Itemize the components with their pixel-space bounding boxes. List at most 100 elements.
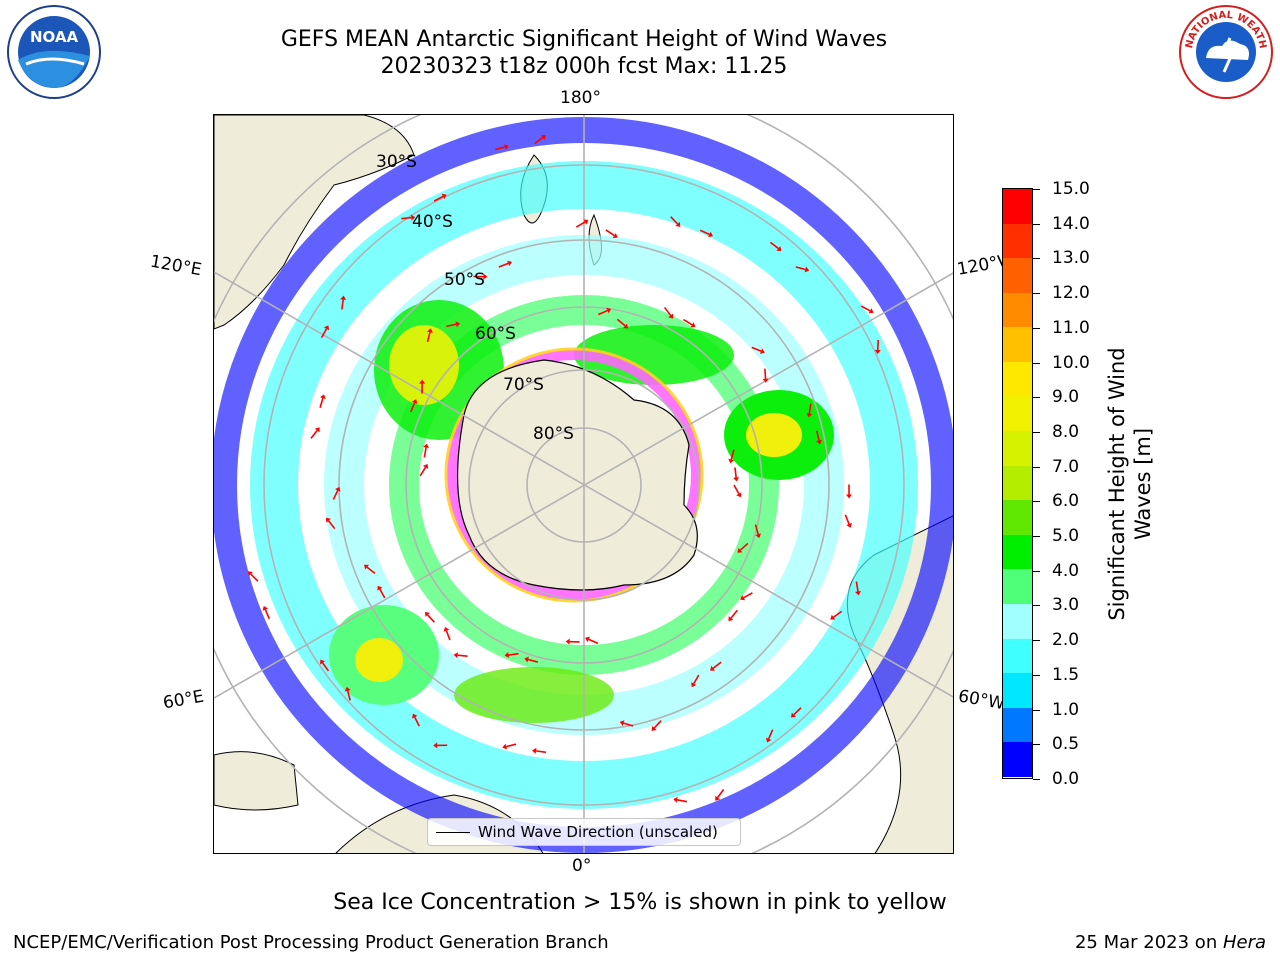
wind-wave-arrow (346, 690, 351, 701)
legend-line-swatch (436, 831, 470, 833)
wind-wave-arrow (751, 346, 762, 352)
wind-wave-arrowhead (623, 323, 629, 329)
credit-text: NCEP/EMC/Verification Post Processing Pr… (13, 932, 609, 953)
wind-wave-arrowhead (710, 665, 716, 671)
wind-wave-arrow (319, 397, 324, 408)
wind-wave-arrow (767, 729, 774, 740)
wind-wave-arrow (808, 403, 812, 414)
wind-wave-arrowhead (410, 214, 416, 221)
wind-wave-arrowhead (377, 585, 383, 591)
wind-wave-arrowhead (868, 308, 874, 314)
wind-wave-arrowhead (504, 144, 509, 150)
wind-wave-arrowhead (323, 325, 330, 331)
polar-map (214, 115, 953, 853)
wind-wave-arrowhead (344, 686, 351, 692)
wind-wave-arrowhead (776, 246, 782, 251)
wind-wave-arrowhead (606, 307, 612, 314)
colorbar-tick (1033, 501, 1040, 503)
wind-wave-arrowhead (755, 533, 762, 539)
colorbar-tick-label: 4.0 (1052, 560, 1080, 581)
wind-wave-arrow (663, 306, 672, 316)
colorbar-tick-label: 0.5 (1052, 734, 1080, 755)
colorbar-segment (1003, 638, 1032, 674)
colorbar-segment (1003, 431, 1032, 466)
wind-wave-arrowhead (806, 413, 813, 418)
wind-wave-arrow (730, 609, 738, 619)
lat-label-60s: 60°S (475, 324, 516, 344)
wind-wave-arrow (793, 707, 802, 716)
run-date-host: Hera (1222, 932, 1266, 953)
colorbar-tick (1033, 223, 1040, 225)
wind-wave-arrow (855, 581, 859, 592)
nws-logo: NATIONAL WEATHER SERVICE (1176, 4, 1273, 99)
lon-label-120e: 120°E (148, 251, 204, 281)
lat-label-80s: 80°S (533, 424, 574, 444)
lat-label-50s: 50°S (444, 270, 485, 290)
colorbar-tick-label: 5.0 (1052, 526, 1080, 547)
chart-title: GEFS MEAN Antarctic Significant Height o… (280, 27, 888, 52)
wind-wave-arrowhead (804, 266, 810, 273)
colorbar-tick (1033, 570, 1040, 572)
wind-wave-arrowhead (507, 260, 512, 267)
wind-wave-arrowhead (765, 737, 772, 743)
wind-wave-arrowhead (540, 135, 546, 140)
colorbar-segment (1003, 327, 1032, 362)
wind-wave-arrow (693, 674, 700, 685)
wind-wave-arrowhead (740, 595, 746, 601)
wind-wave-arrowhead (668, 313, 674, 319)
wind-wave-arrowhead (846, 494, 853, 499)
colorbar-segment (1003, 396, 1032, 432)
australia-land (214, 115, 415, 330)
colorbar-segment (1003, 258, 1032, 293)
wind-wave-arrowhead (314, 427, 320, 433)
wind-wave-arrowhead (759, 348, 765, 354)
wind-wave-arrow (527, 658, 539, 663)
wind-wave-arrowhead (612, 232, 618, 238)
wind-wave-arrowhead (532, 747, 537, 754)
wind-wave-arrow (423, 447, 427, 458)
wind-wave-arrowhead (791, 712, 796, 718)
wind-wave-arrow (327, 520, 336, 530)
colorbar-segment (1003, 223, 1032, 259)
colorbar-tick-label: 1.5 (1052, 664, 1080, 685)
wind-wave-arrowhead (733, 477, 740, 482)
colorbar-tick (1033, 189, 1040, 190)
noaa-logo-text: NOAA (30, 28, 79, 46)
wind-wave-arrow (769, 241, 779, 250)
wind-wave-arrowhead (334, 486, 341, 492)
colorbar-tick (1033, 640, 1040, 642)
wind-wave-arrow (699, 229, 710, 236)
colorbar-tick-label: 6.0 (1052, 491, 1080, 512)
wind-wave-arrow (616, 318, 626, 327)
wind-wave-arrow (446, 323, 457, 328)
map-panel (213, 114, 954, 854)
wind-wave-arrow (506, 743, 517, 748)
colorbar-tick-label: 1.0 (1052, 699, 1080, 720)
wind-wave-arrowhead (455, 321, 461, 328)
wind-wave-arrow (310, 429, 318, 439)
wind-wave-arrow (833, 610, 843, 618)
colorbar-tick-label: 8.0 (1052, 421, 1080, 442)
wind-wave-arrowhead (262, 605, 269, 611)
wind-wave-arrowhead (320, 394, 326, 399)
colorbar-segment (1003, 569, 1032, 604)
colorbar-tick-label: 2.0 (1052, 630, 1080, 651)
wind-wave-arrow (730, 449, 735, 460)
colorbar-tick (1033, 397, 1040, 399)
wind-wave-arrow (653, 720, 662, 729)
wind-wave-arrows (247, 135, 881, 803)
wind-wave-arrowhead (736, 492, 742, 498)
wind-wave-arrowhead (363, 564, 369, 570)
colorbar-tick (1033, 709, 1040, 711)
wind-wave-arrow (535, 750, 547, 754)
wind-wave-arrowhead (427, 328, 433, 333)
wind-wave-arrow (712, 661, 722, 669)
wind-wave-arrow (427, 614, 436, 623)
wind-wave-arrowhead (691, 682, 697, 688)
lat-label-30s: 30°S (376, 152, 417, 172)
wind-wave-arrow (433, 195, 444, 202)
wind-wave-arrow (366, 566, 376, 575)
wind-wave-arrowhead (583, 219, 589, 225)
wind-wave-arrowhead (675, 221, 681, 227)
sea-ice-edge (444, 347, 704, 603)
